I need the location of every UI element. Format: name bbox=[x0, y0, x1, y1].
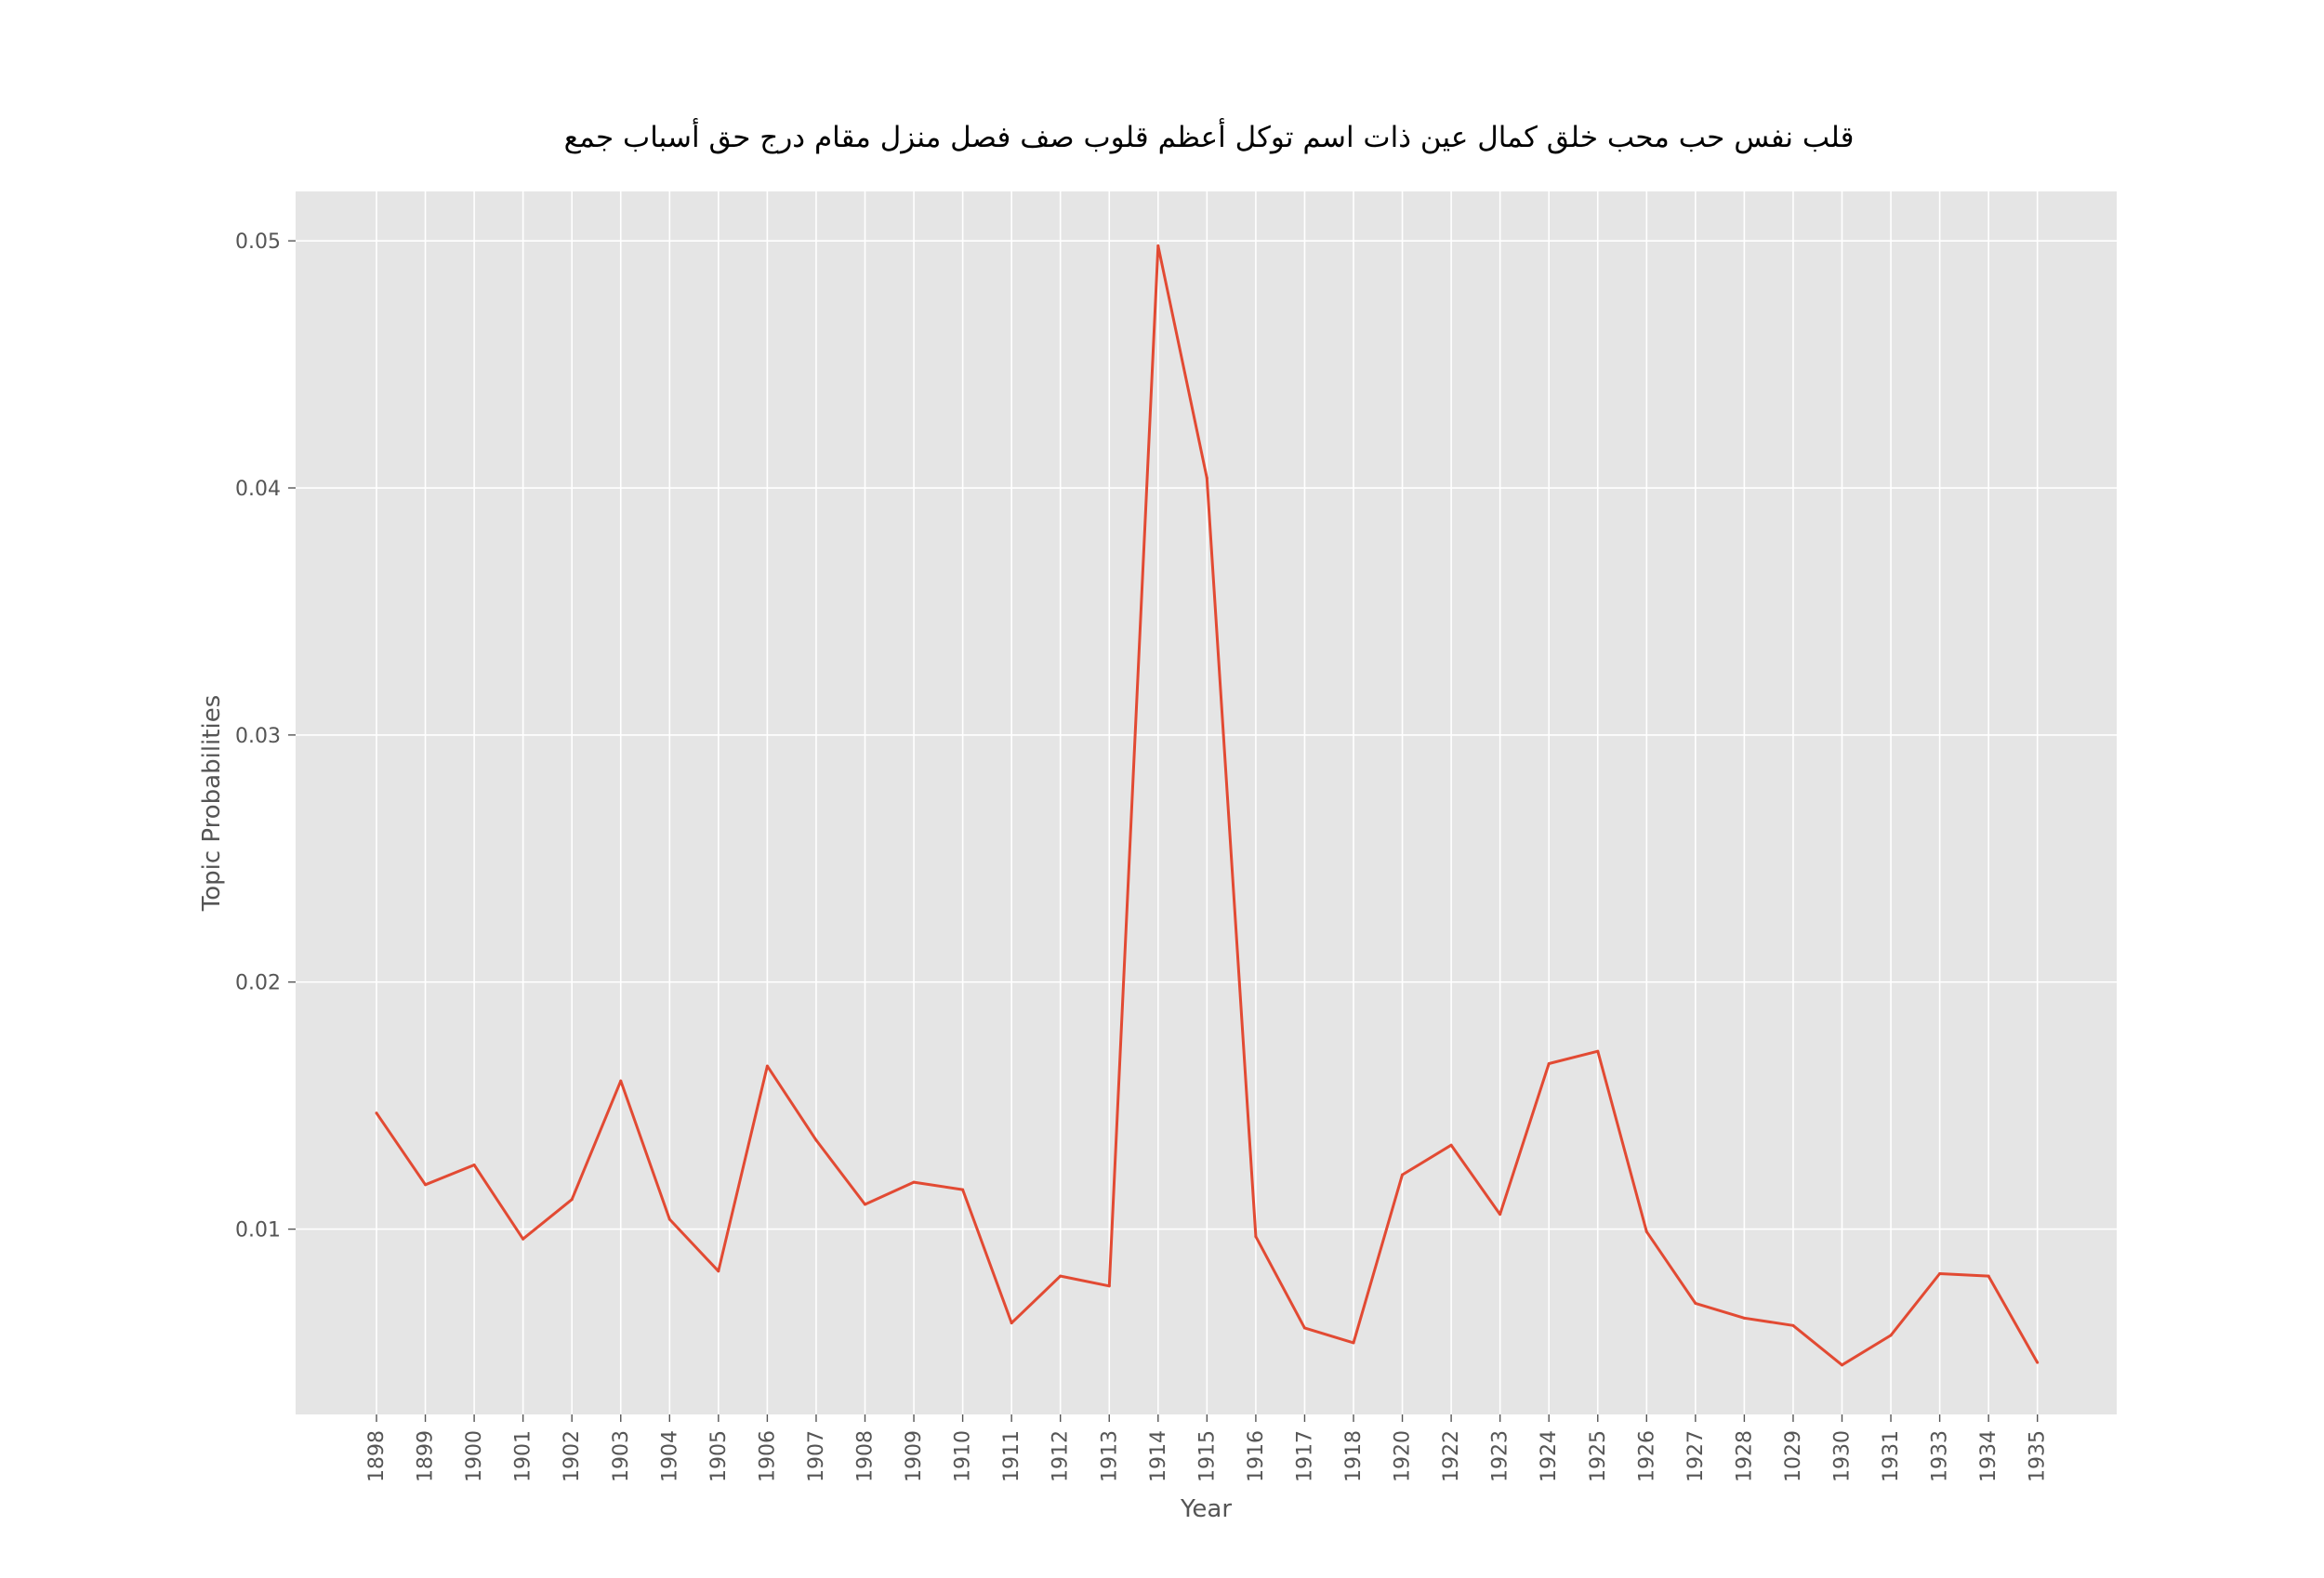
data-point bbox=[1205, 476, 1208, 480]
data-point bbox=[472, 1163, 476, 1166]
plot-area bbox=[296, 191, 2117, 1414]
x-tick-label: 1915 bbox=[1195, 1430, 1219, 1482]
x-tick-label: 1935 bbox=[2027, 1430, 2050, 1482]
data-point bbox=[814, 1138, 818, 1142]
x-tick-label: 1905 bbox=[707, 1430, 731, 1482]
x-tick-label: 1922 bbox=[1440, 1430, 1463, 1482]
data-point bbox=[1938, 1271, 1942, 1275]
data-point bbox=[765, 1064, 769, 1068]
x-tick-label: 1917 bbox=[1293, 1430, 1316, 1482]
data-point bbox=[1010, 1322, 1013, 1325]
data-point bbox=[424, 1183, 428, 1187]
data-point bbox=[1352, 1341, 1355, 1345]
x-tick-label: 1908 bbox=[854, 1430, 878, 1482]
y-tick-label: 0.05 bbox=[235, 230, 281, 254]
data-point bbox=[375, 1111, 378, 1115]
x-tick-label: 1916 bbox=[1245, 1430, 1268, 1482]
data-point bbox=[667, 1217, 671, 1221]
x-tick-label: 1913 bbox=[1098, 1430, 1121, 1482]
x-tick-label: 1925 bbox=[1587, 1430, 1610, 1482]
y-tick-label: 0.01 bbox=[235, 1219, 281, 1243]
data-point bbox=[1694, 1301, 1697, 1305]
data-point bbox=[1156, 243, 1160, 247]
x-tick-label: 1927 bbox=[1684, 1430, 1708, 1482]
y-tick-label: 0.02 bbox=[235, 972, 281, 995]
x-tick-label: 1912 bbox=[1050, 1430, 1073, 1482]
data-point bbox=[1499, 1213, 1502, 1216]
data-point bbox=[1449, 1143, 1453, 1147]
data-point bbox=[912, 1180, 916, 1184]
grid bbox=[296, 191, 2117, 1414]
x-tick-label: 1918 bbox=[1342, 1430, 1366, 1482]
x-tick-label: 1904 bbox=[658, 1430, 681, 1482]
x-tick-label: 1928 bbox=[1733, 1430, 1756, 1482]
y-axis-label: Topic Probabilities bbox=[198, 695, 226, 912]
data-point bbox=[717, 1269, 720, 1273]
data-point bbox=[1791, 1323, 1795, 1327]
y-tick-label: 0.04 bbox=[235, 478, 281, 501]
data-point bbox=[1254, 1235, 1258, 1239]
x-tick-label: 1914 bbox=[1147, 1430, 1170, 1482]
x-tick-label: 1924 bbox=[1538, 1430, 1561, 1482]
data-point bbox=[864, 1203, 866, 1206]
data-point bbox=[1742, 1316, 1746, 1320]
x-tick-label: 1909 bbox=[903, 1430, 926, 1482]
data-point bbox=[961, 1188, 965, 1191]
x-tick-label: 1903 bbox=[610, 1430, 633, 1482]
x-tick-label: 1931 bbox=[1880, 1430, 1903, 1482]
x-tick-label: 1923 bbox=[1489, 1430, 1512, 1482]
y-tick-label: 0.03 bbox=[235, 725, 281, 748]
data-point bbox=[1547, 1061, 1551, 1065]
data-point bbox=[570, 1198, 574, 1202]
data-point bbox=[619, 1079, 623, 1083]
x-tick-label: 1900 bbox=[463, 1430, 486, 1482]
x-axis-ticks: 1898 1899 1900 1901 1902 1903 1904 1905 1906 1907… bbox=[365, 1414, 2050, 1482]
x-tick-label: 1920 bbox=[1392, 1430, 1415, 1482]
data-point bbox=[522, 1237, 525, 1241]
data-point bbox=[2036, 1361, 2040, 1364]
x-tick-label: 1933 bbox=[1929, 1430, 1952, 1482]
x-tick-label: 1926 bbox=[1635, 1430, 1658, 1482]
x-tick-label: 1029 bbox=[1782, 1430, 1805, 1482]
series-layer bbox=[375, 243, 2040, 1367]
data-point bbox=[1401, 1173, 1405, 1177]
x-tick-label: 1930 bbox=[1831, 1430, 1855, 1482]
x-tick-label: 1910 bbox=[952, 1430, 975, 1482]
data-point bbox=[1107, 1284, 1111, 1288]
x-tick-label: 1934 bbox=[1977, 1430, 2000, 1482]
x-tick-label: 1907 bbox=[805, 1430, 828, 1482]
data-point bbox=[1889, 1334, 1893, 1337]
y-axis-ticks: 0.01 0.02 0.03 0.04 0.05 bbox=[235, 230, 296, 1243]
x-tick-label: 1898 bbox=[365, 1430, 389, 1482]
x-axis-label: Year bbox=[1180, 1495, 1232, 1523]
x-tick-label: 1911 bbox=[1000, 1430, 1023, 1482]
x-tick-label: 1906 bbox=[756, 1430, 779, 1482]
data-point bbox=[1841, 1363, 1843, 1367]
x-tick-label: 1902 bbox=[561, 1430, 584, 1482]
data-point bbox=[1059, 1274, 1063, 1278]
chart-title: قلب نفس حب محب خلق كمال عين ذات اسم توكل… bbox=[564, 118, 1855, 154]
data-point bbox=[1987, 1274, 1990, 1278]
data-point bbox=[1302, 1326, 1306, 1330]
x-tick-label: 1899 bbox=[415, 1430, 438, 1482]
data-point bbox=[1644, 1230, 1648, 1233]
x-tick-label: 1901 bbox=[512, 1430, 535, 1482]
data-point bbox=[1596, 1049, 1600, 1053]
